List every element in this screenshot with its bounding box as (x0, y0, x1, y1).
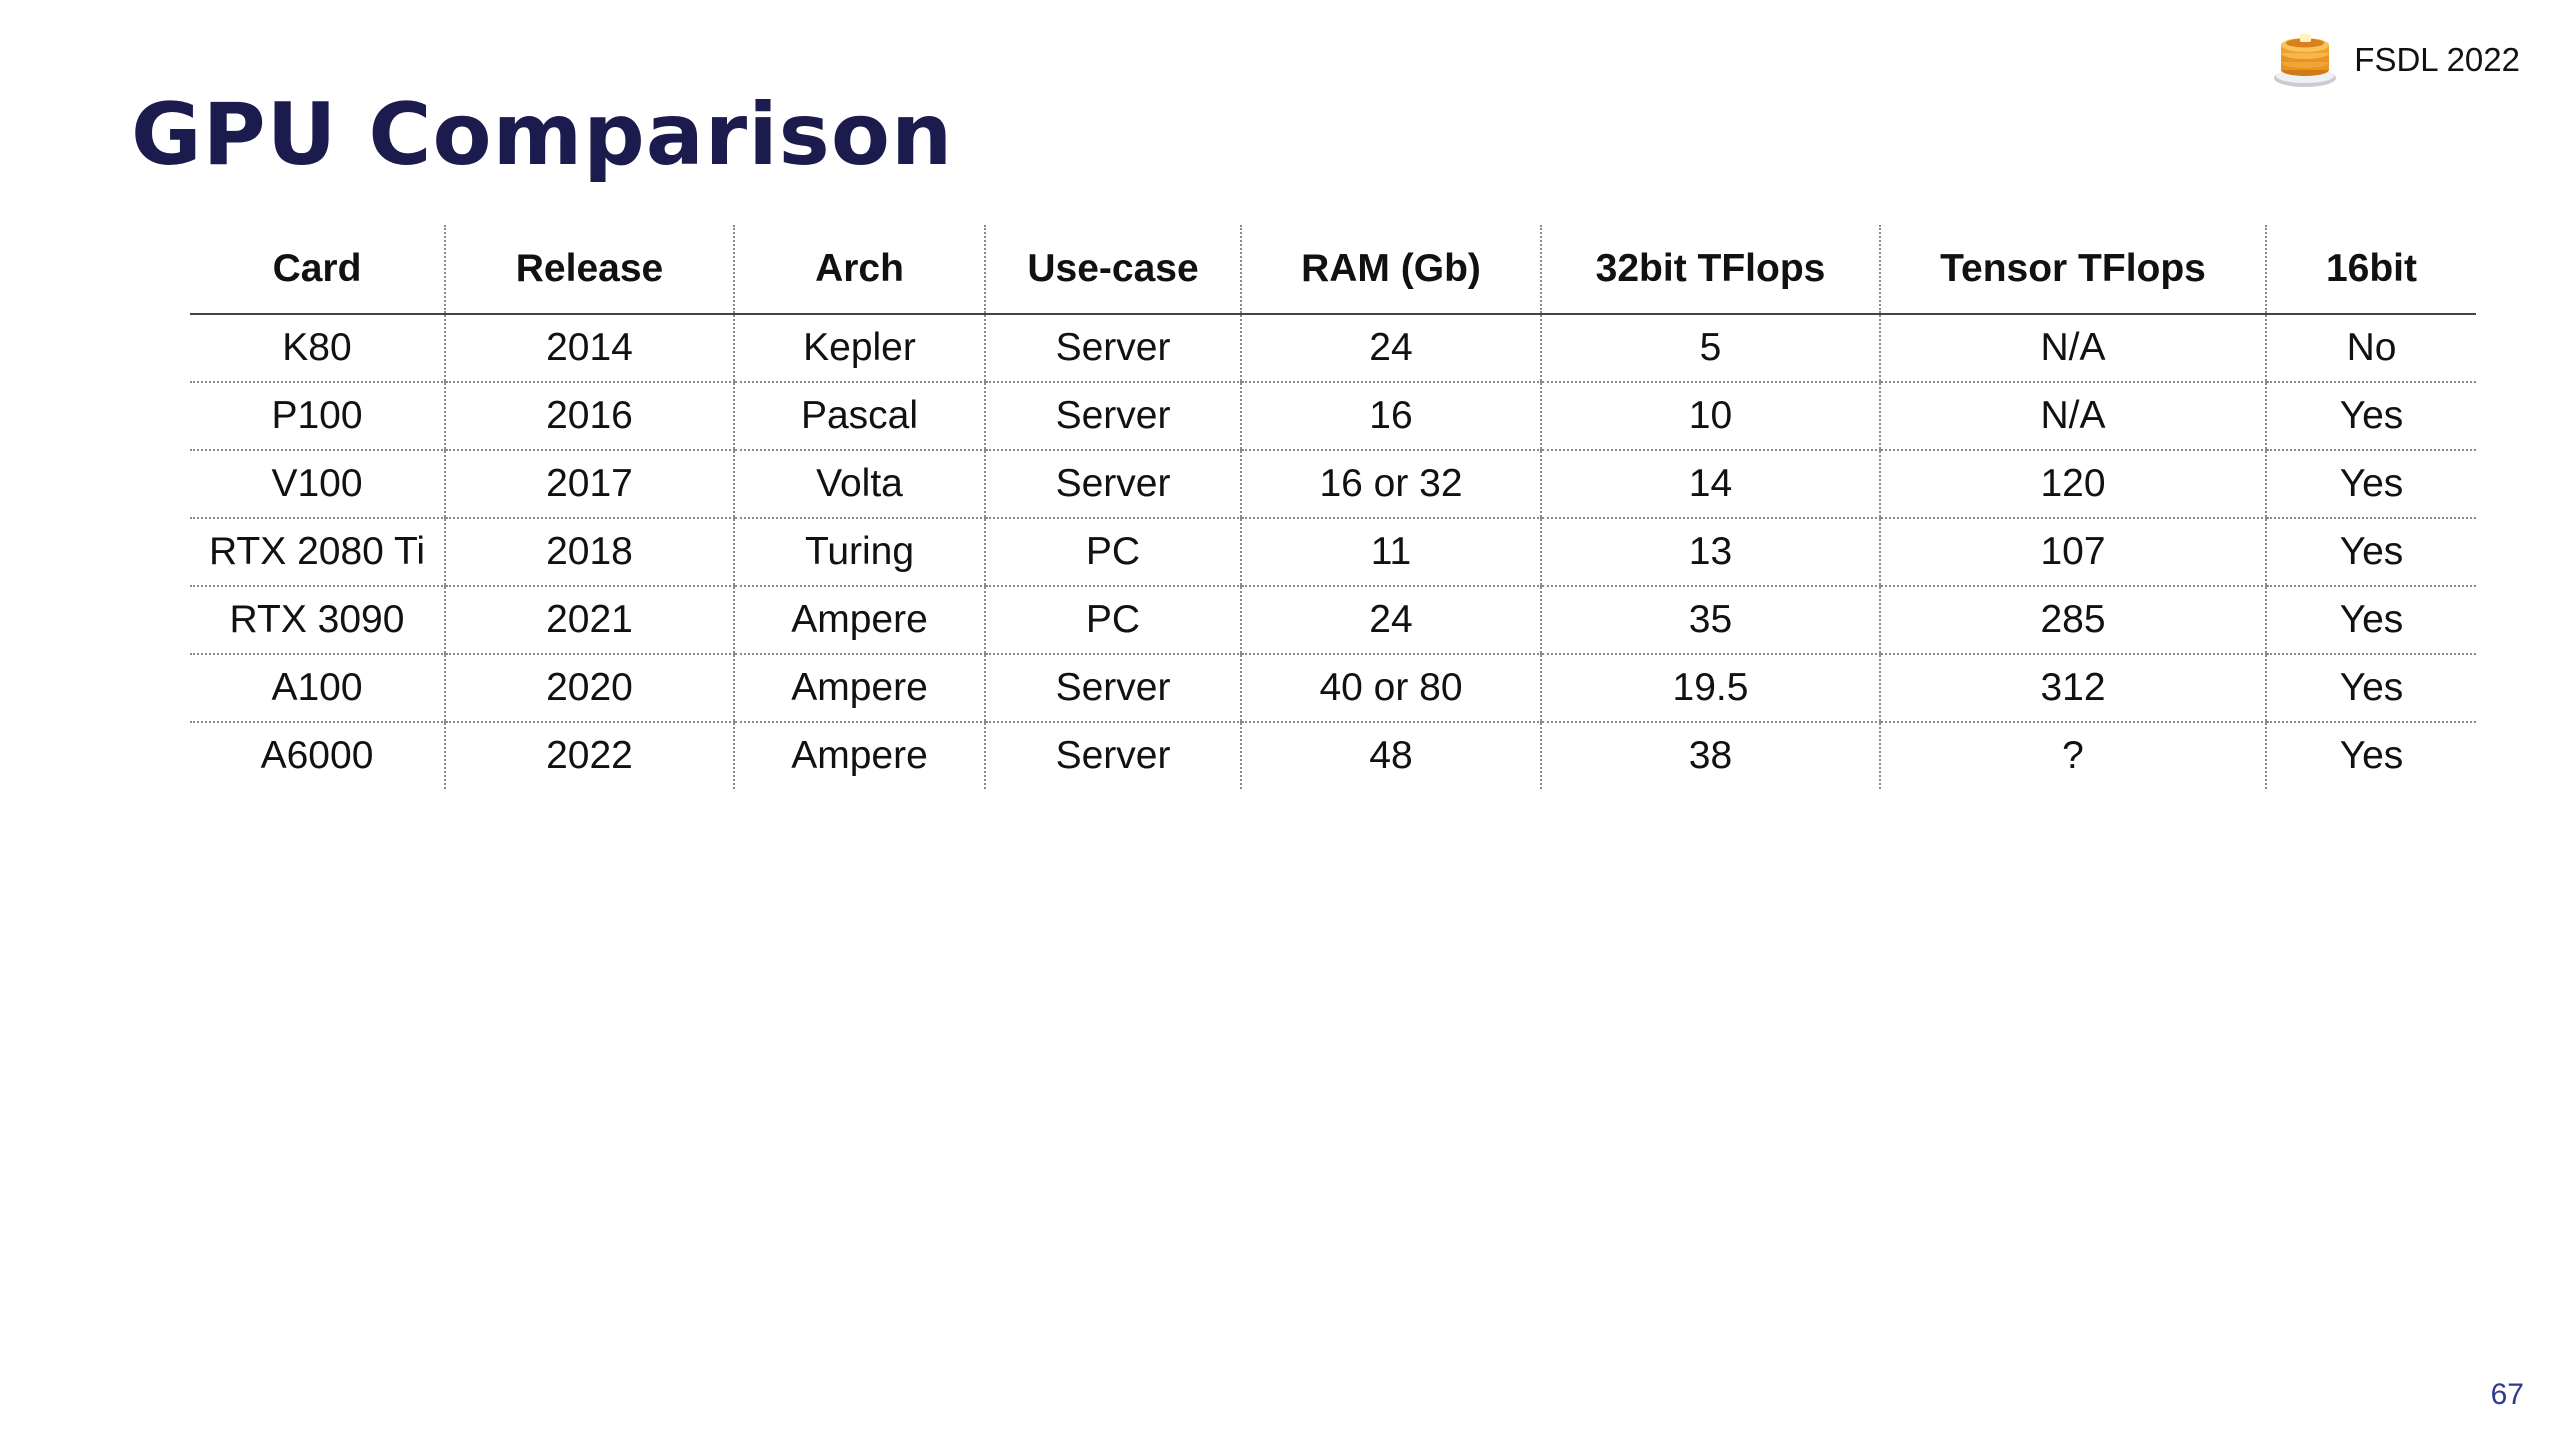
cell-ram: 40 or 80 (1240, 654, 1541, 723)
cell-tensor-tflops: N/A (1879, 314, 2266, 383)
cell-release: 2020 (444, 654, 734, 723)
cell-use-case: Server (984, 450, 1241, 519)
brand-label: FSDL 2022 (2354, 41, 2520, 78)
cell-use-case: Server (984, 382, 1241, 451)
cell-arch: Ampere (733, 654, 985, 723)
brand: FSDL 2022 (2270, 30, 2520, 90)
cell-16bit: Yes (2265, 586, 2476, 655)
cell-arch: Turing (733, 518, 985, 587)
cell-use-case: PC (984, 586, 1241, 655)
cell-arch: Pascal (733, 382, 985, 451)
cell-tensor-tflops: 107 (1879, 518, 2266, 587)
cell-release: 2021 (444, 586, 734, 655)
cell-tensor-tflops: N/A (1879, 382, 2266, 451)
cell-card: A100 (190, 654, 445, 723)
column-header-arch: Arch (733, 225, 985, 315)
table-row: RTX 2080 Ti 2018 Turing PC 11 13 107 Yes (190, 518, 2476, 587)
cell-16bit: Yes (2265, 654, 2476, 723)
cell-release: 2017 (444, 450, 734, 519)
cell-16bit: Yes (2265, 722, 2476, 789)
cell-ram: 11 (1240, 518, 1541, 587)
slide-title: GPU Comparison (131, 85, 954, 185)
cell-ram: 24 (1240, 314, 1541, 383)
cell-release: 2014 (444, 314, 734, 383)
cell-32bit-tflops: 13 (1540, 518, 1880, 587)
cell-16bit: Yes (2265, 382, 2476, 451)
cell-tensor-tflops: 285 (1879, 586, 2266, 655)
cell-tensor-tflops: 312 (1879, 654, 2266, 723)
column-header-use-case: Use-case (984, 225, 1241, 315)
cell-card: RTX 2080 Ti (190, 518, 445, 587)
column-header-tensor-tflops: Tensor TFlops (1879, 225, 2266, 315)
table-header-row: Card Release Arch Use-case RAM (Gb) 32bi… (190, 225, 2476, 315)
cell-card: A6000 (260, 734, 374, 777)
cell-arch: Volta (733, 450, 985, 519)
page-number: 67 (2490, 1378, 2524, 1411)
cell-use-case: Server (984, 654, 1241, 723)
table-row: V100 2017 Volta Server 16 or 32 14 120 Y… (190, 450, 2476, 519)
cell-16bit: Yes (2265, 518, 2476, 587)
cell-16bit: Yes (2265, 450, 2476, 519)
cell-arch: Ampere (733, 722, 985, 789)
cell-use-case: Server (984, 722, 1241, 789)
cell-32bit-tflops: 5 (1540, 314, 1880, 383)
column-header-ram: RAM (Gb) (1240, 225, 1541, 315)
table-row: P100 2016 Pascal Server 16 10 N/A Yes (190, 382, 2476, 451)
cell-use-case: Server (984, 314, 1241, 383)
cell-card: P100 (190, 382, 445, 451)
column-header-32bit-tflops: 32bit TFlops (1540, 225, 1880, 315)
gpu-comparison-table: Card Release Arch Use-case RAM (Gb) 32bi… (190, 225, 2476, 789)
cell-16bit: No (2265, 314, 2476, 383)
cell-card: V100 (190, 450, 445, 519)
cell-32bit-tflops: 10 (1540, 382, 1880, 451)
cell-release: 2016 (444, 382, 734, 451)
cell-32bit-tflops: 19.5 (1540, 654, 1880, 723)
table-row: A6000 2022 Ampere Server 48 38 ? Yes (190, 722, 2476, 789)
column-header-card: Card (190, 225, 445, 315)
cell-arch: Kepler (733, 314, 985, 383)
cell-tensor-tflops: ? (1879, 722, 2266, 789)
cell-card: K80 (190, 314, 445, 383)
cell-arch: Ampere (733, 586, 985, 655)
cell-release: 2018 (444, 518, 734, 587)
cell-ram: 16 or 32 (1240, 450, 1541, 519)
cell-ram: 48 (1240, 722, 1541, 789)
cell-tensor-tflops: 120 (1879, 450, 2266, 519)
cell-release: 2022 (444, 722, 734, 789)
cell-ram: 16 (1240, 382, 1541, 451)
cell-32bit-tflops: 38 (1540, 722, 1880, 789)
table-row: A100 2020 Ampere Server 40 or 80 19.5 31… (190, 654, 2476, 723)
cell-32bit-tflops: 14 (1540, 450, 1880, 519)
cell-card: RTX 3090 (190, 586, 445, 655)
cell-32bit-tflops: 35 (1540, 586, 1880, 655)
cell-ram: 24 (1240, 586, 1541, 655)
pancake-stack-icon (2274, 34, 2337, 87)
table-row: RTX 3090 2021 Ampere PC 24 35 285 Yes (190, 586, 2476, 655)
column-header-16bit: 16bit (2265, 225, 2476, 315)
table-row: K80 2014 Kepler Server 24 5 N/A No (190, 314, 2476, 383)
cell-use-case: PC (984, 518, 1241, 587)
column-header-release: Release (444, 225, 734, 315)
